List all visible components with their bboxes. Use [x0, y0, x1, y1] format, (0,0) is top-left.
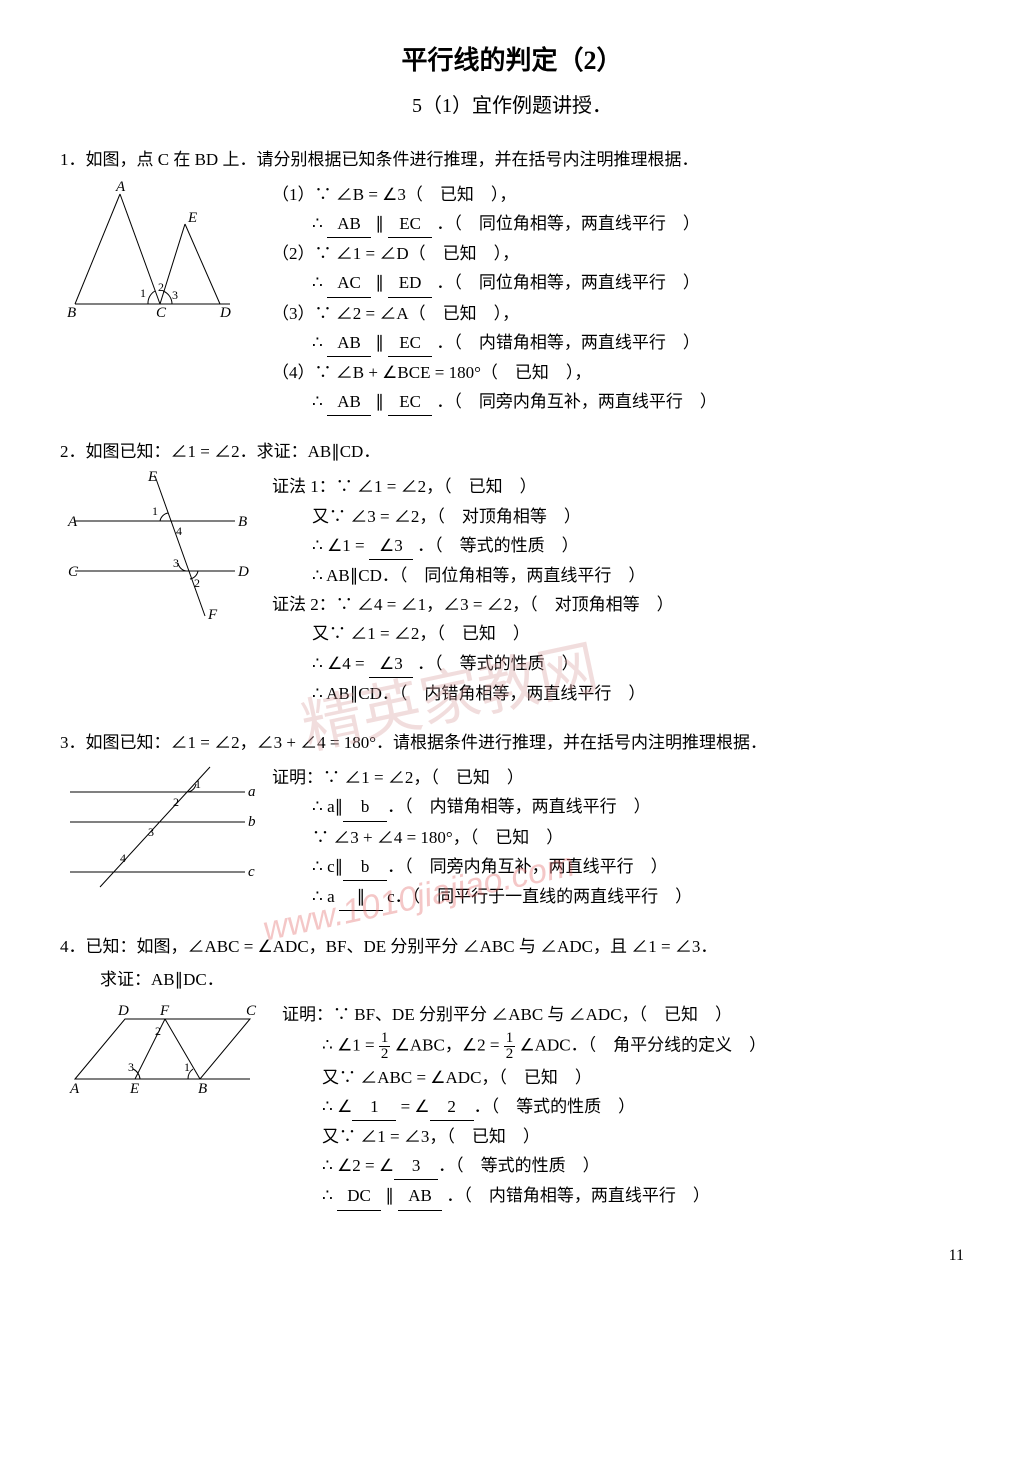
figure-4: A E B D F C 1 2 3	[60, 999, 270, 1099]
svg-text:2: 2	[155, 1024, 161, 1038]
p3-l2: ∴ a∥b．（ 内错角相等，两直线平行 ）	[272, 793, 964, 821]
p4-l4: ∴ ∠1 = ∠2．（ 等式的性质 ）	[282, 1093, 964, 1121]
svg-text:A: A	[69, 1081, 80, 1097]
p2-m8: ∴ AB∥CD．（ 内错角相等，两直线平行 ）	[272, 680, 964, 707]
svg-text:D: D	[237, 564, 249, 580]
svg-text:2: 2	[158, 280, 164, 294]
svg-text:F: F	[207, 607, 218, 621]
problem-1: 1．如图，点 C 在 BD 上．请分别根据已知条件进行推理，并在括号内注明推理根…	[60, 146, 964, 419]
p2-m5: 证法 2：∵ ∠4 = ∠1，∠3 = ∠2，（ 对顶角相等 ）	[272, 591, 964, 618]
svg-text:b: b	[248, 814, 256, 830]
p2-m7: ∴ ∠4 = ∠3 ．（ 等式的性质 ）	[272, 650, 964, 678]
problem-1-head: 1．如图，点 C 在 BD 上．请分别根据已知条件进行推理，并在括号内注明推理根…	[60, 146, 964, 173]
p3-l1: 证明：∵ ∠1 = ∠2，（ 已知 ）	[272, 764, 964, 791]
svg-text:B: B	[67, 305, 76, 319]
p4-l3: 又∵ ∠ABC = ∠ADC，（ 已知 ）	[282, 1064, 964, 1091]
svg-text:D: D	[117, 1003, 129, 1019]
svg-text:1: 1	[184, 1060, 190, 1074]
p4-l2: ∴ ∠1 = 12 ∠ABC，∠2 = 12 ∠ADC．（ 角平分线的定义 ）	[282, 1031, 964, 1062]
svg-text:C: C	[156, 305, 167, 319]
p1-line2b: ∴ AC ∥ ED ．（ 同位角相等，两直线平行 ）	[272, 269, 964, 297]
svg-text:A: A	[67, 514, 78, 530]
p1-line2a: （2）∵ ∠1 = ∠D（ 已知 ），	[272, 240, 964, 267]
page-title: 平行线的判定（2）	[60, 40, 964, 82]
p1-line3a: （3）∵ ∠2 = ∠A（ 已知 ），	[272, 300, 964, 327]
problem-4-head2: 求证：AB∥DC．	[60, 966, 964, 993]
problem-4-head1: 4．已知：如图，∠ABC = ∠ADC，BF、DE 分别平分 ∠ABC 与 ∠A…	[60, 933, 964, 960]
problem-2-head: 2．如图已知：∠1 = ∠2．求证：AB∥CD．	[60, 438, 964, 465]
svg-text:B: B	[238, 514, 247, 530]
svg-text:B: B	[198, 1081, 207, 1097]
p2-m4: ∴ AB∥CD．（ 同位角相等，两直线平行 ）	[272, 562, 964, 589]
svg-text:2: 2	[173, 795, 179, 809]
p2-m3: ∴ ∠1 = ∠3 ．（ 等式的性质 ）	[272, 532, 964, 560]
svg-text:F: F	[159, 1003, 170, 1019]
svg-text:E: E	[147, 471, 157, 485]
p2-m1: 证法 1：∵ ∠1 = ∠2，（ 已知 ）	[272, 473, 964, 500]
problem-4: 4．已知：如图，∠ABC = ∠ADC，BF、DE 分别平分 ∠ABC 与 ∠A…	[60, 933, 964, 1213]
problem-2: 2．如图已知：∠1 = ∠2．求证：AB∥CD． A B C D E F 1 4…	[60, 438, 964, 709]
page-subtitle: 5（1）宜作例题讲授．	[60, 90, 964, 122]
p1-line3b: ∴ AB ∥ EC ．（ 内错角相等，两直线平行 ）	[272, 329, 964, 357]
p4-l6: ∴ ∠2 = ∠3．（ 等式的性质 ）	[282, 1152, 964, 1180]
problem-3-head: 3．如图已知：∠1 = ∠2，∠3 + ∠4 = 180°．请根据条件进行推理，…	[60, 729, 964, 756]
p4-l1: 证明：∵ BF、DE 分别平分 ∠ABC 与 ∠ADC，（ 已知 ）	[282, 1001, 964, 1028]
svg-text:4: 4	[120, 851, 126, 865]
p3-l5: ∴ a ∥ c．（ 同平行于一直线的两直线平行 ）	[272, 883, 964, 911]
svg-text:C: C	[68, 564, 79, 580]
p1-line4b: ∴ AB ∥ EC ．（ 同旁内角互补，两直线平行 ）	[272, 388, 964, 416]
p3-l4: ∴ c∥b．（ 同旁内角互补，两直线平行 ）	[272, 853, 964, 881]
p4-l5: 又∵ ∠1 = ∠3，（ 已知 ）	[282, 1123, 964, 1150]
svg-text:E: E	[129, 1081, 139, 1097]
svg-text:a: a	[248, 784, 256, 800]
figure-3: a b c 1 2 3 4	[60, 762, 260, 892]
figure-1: A E B C D 1 2 3	[60, 179, 260, 319]
p2-m2: 又∵ ∠3 = ∠2，（ 对顶角相等 ）	[272, 503, 964, 530]
figure-2: A B C D E F 1 4 3 2	[60, 471, 260, 621]
page-number: 11	[60, 1243, 964, 1269]
svg-text:3: 3	[172, 288, 178, 302]
p1-line4a: （4）∵ ∠B + ∠BCE = 180°（ 已知 ），	[272, 359, 964, 386]
svg-text:3: 3	[148, 825, 154, 839]
p4-l7: ∴ DC ∥ AB ．（ 内错角相等，两直线平行 ）	[282, 1182, 964, 1210]
svg-text:4: 4	[176, 524, 182, 538]
svg-text:D: D	[219, 305, 231, 319]
svg-text:c: c	[248, 864, 255, 880]
p2-m6: 又∵ ∠1 = ∠2，（ 已知 ）	[272, 620, 964, 647]
p3-l3: ∵ ∠3 + ∠4 = 180°，（ 已知 ）	[272, 824, 964, 851]
problem-3: 3．如图已知：∠1 = ∠2，∠3 + ∠4 = 180°．请根据条件进行推理，…	[60, 729, 964, 913]
svg-text:1: 1	[140, 286, 146, 300]
svg-text:A: A	[115, 179, 126, 195]
svg-text:E: E	[187, 210, 197, 226]
svg-text:1: 1	[152, 504, 158, 518]
svg-text:C: C	[246, 1003, 257, 1019]
svg-text:2: 2	[194, 576, 200, 590]
p1-line1b: ∴ AB ∥ EC ．（ 同位角相等，两直线平行 ）	[272, 210, 964, 238]
svg-text:3: 3	[128, 1060, 134, 1074]
p1-line1a: （1）∵ ∠B = ∠3（ 已知 ），	[272, 181, 964, 208]
